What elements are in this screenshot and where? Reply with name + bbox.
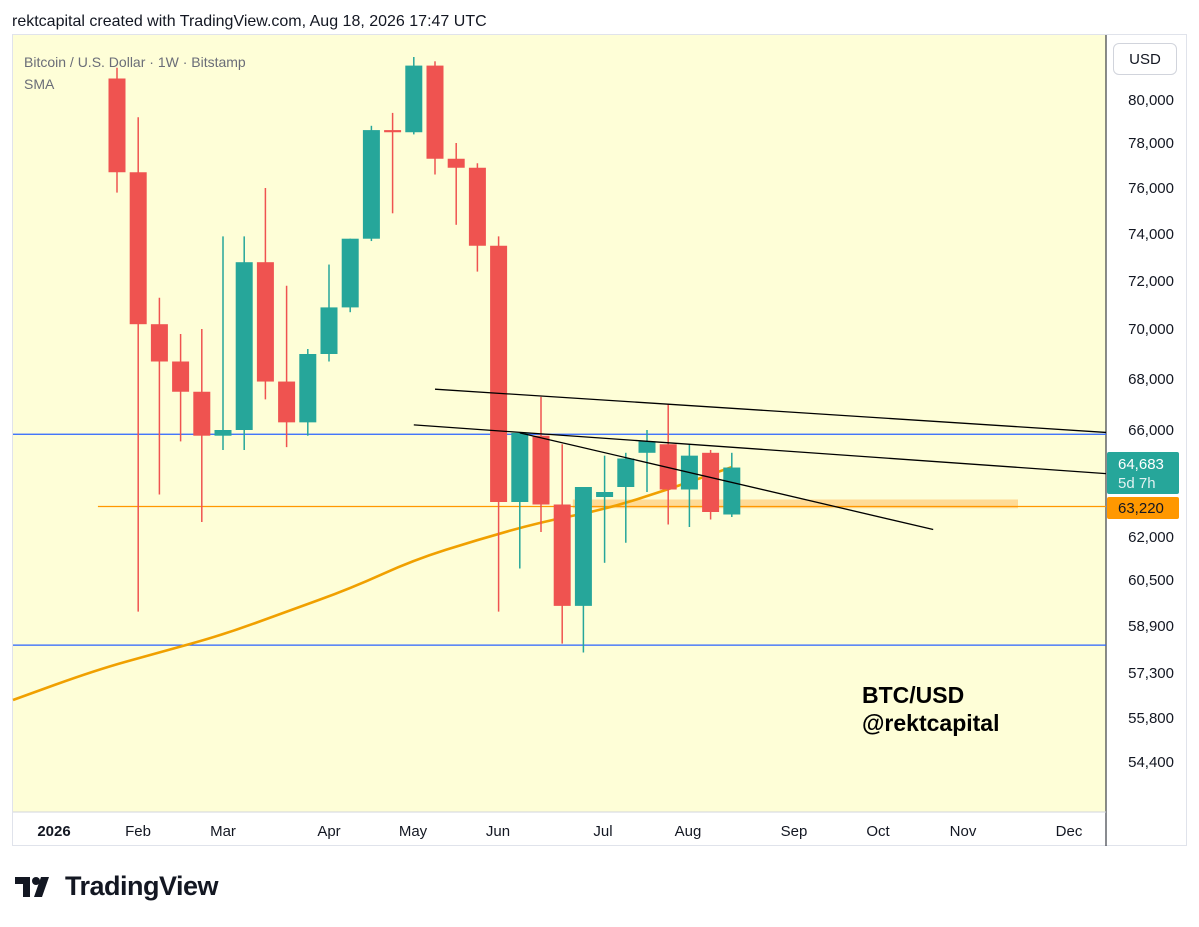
candle-body-up	[574, 487, 592, 606]
candle-body-down	[447, 158, 465, 168]
price-tick-label: 68,000	[1128, 371, 1174, 388]
candle-body-up	[511, 432, 529, 502]
level-price-value: 63,220	[1118, 500, 1164, 517]
candle-body-down	[278, 381, 296, 423]
candle-body-up	[638, 441, 656, 453]
candle-body-up	[405, 65, 423, 133]
trendline	[413, 424, 1107, 475]
time-tick-label: Sep	[781, 823, 808, 840]
price-tick-label: 74,000	[1128, 226, 1174, 243]
price-axis: 80,000 78,000 76,000 74,000 72,000 70,000 68,0…	[1128, 92, 1174, 771]
support-zone	[572, 499, 1018, 509]
candle-body-up	[723, 467, 741, 515]
time-tick-label: Jul	[593, 823, 612, 840]
candle-body-down	[553, 504, 571, 606]
level-price-badge	[1107, 497, 1179, 519]
candle-body-down	[172, 361, 190, 392]
support-zone-layer	[572, 499, 1018, 509]
time-tick-label: Oct	[866, 823, 890, 840]
watermark-author: @rektcapital	[862, 710, 1000, 736]
candle-body-up	[341, 238, 359, 308]
time-tick-label: Aug	[675, 823, 702, 840]
candle-body-down	[193, 391, 211, 436]
time-tick-label: 2026	[37, 823, 70, 840]
indicator-label[interactable]: SMA	[24, 76, 55, 92]
chart-legend: Bitcoin / U.S. Dollar · 1W · Bitstamp SM…	[24, 51, 246, 95]
last-price-value: 64,683	[1118, 456, 1164, 473]
time-tick-label: Mar	[210, 823, 236, 840]
trendline	[434, 388, 1107, 434]
time-tick-label: Feb	[125, 823, 151, 840]
candle-body-down	[384, 130, 402, 133]
price-tick-label: 60,500	[1128, 572, 1174, 589]
price-tick-label: 78,000	[1128, 135, 1174, 152]
candle-body-up	[235, 262, 253, 430]
candle-body-down	[490, 245, 508, 502]
candle-body-down	[532, 435, 550, 505]
price-tick-label: 76,000	[1128, 180, 1174, 197]
price-tick-label: 54,400	[1128, 754, 1174, 771]
price-tick-label: 80,000	[1128, 92, 1174, 109]
price-tick-label: 66,000	[1128, 422, 1174, 439]
candle-body-down	[256, 262, 274, 382]
candle-body-up	[320, 307, 338, 354]
chart-header: rektcapital created with TradingView.com…	[12, 13, 487, 30]
candle-body-up	[617, 458, 635, 487]
time-tick-label: Nov	[950, 823, 977, 840]
candle-body-down	[426, 65, 444, 159]
tradingview-logo[interactable]: TradingView	[15, 871, 219, 902]
price-tick-label: 70,000	[1128, 321, 1174, 338]
price-badges: 64,683 5d 7h 63,220	[1107, 452, 1179, 519]
trendline	[519, 432, 934, 531]
candle-body-down	[108, 78, 126, 173]
candle-body-up	[596, 492, 614, 497]
candle-body-up	[299, 354, 317, 423]
sma-layer	[12, 465, 733, 702]
price-tick-label: 57,300	[1128, 665, 1174, 682]
bar-countdown: 5d 7h	[1118, 475, 1156, 492]
candle-body-up	[362, 130, 380, 239]
price-tick-label: 72,000	[1128, 273, 1174, 290]
watermark-pair: BTC/USD	[862, 682, 965, 708]
candle-body-down	[129, 172, 147, 325]
tradingview-logo-icon	[15, 876, 49, 897]
time-tick-label: Dec	[1056, 823, 1083, 840]
time-tick-label: May	[399, 823, 428, 840]
price-tick-label: 58,900	[1128, 618, 1174, 635]
trendlines-layer	[413, 388, 1107, 531]
price-tick-label: 55,800	[1128, 710, 1174, 727]
currency-button[interactable]: USD	[1113, 43, 1177, 75]
price-tick-label: 62,000	[1128, 529, 1174, 546]
candle-body-down	[659, 444, 677, 490]
time-tick-label: Jun	[486, 823, 510, 840]
candle-body-down	[468, 167, 486, 246]
tradingview-wordmark: TradingView	[65, 871, 219, 901]
time-axis: 2026 Feb Mar Apr May Jun Jul Aug Sep Oct Nov Dec	[37, 823, 1083, 840]
candles-layer	[108, 57, 741, 653]
symbol-title[interactable]: Bitcoin / U.S. Dollar · 1W · Bitstamp	[24, 54, 246, 70]
sma-line	[12, 465, 733, 702]
candle-body-down	[702, 452, 720, 512]
candle-body-up	[214, 430, 232, 436]
chart-watermark: BTC/USD @rektcapital	[862, 681, 999, 737]
time-tick-label: Apr	[317, 823, 340, 840]
candle-body-down	[150, 324, 168, 362]
last-price-badge	[1107, 452, 1179, 494]
chart-frame	[12, 34, 1187, 846]
